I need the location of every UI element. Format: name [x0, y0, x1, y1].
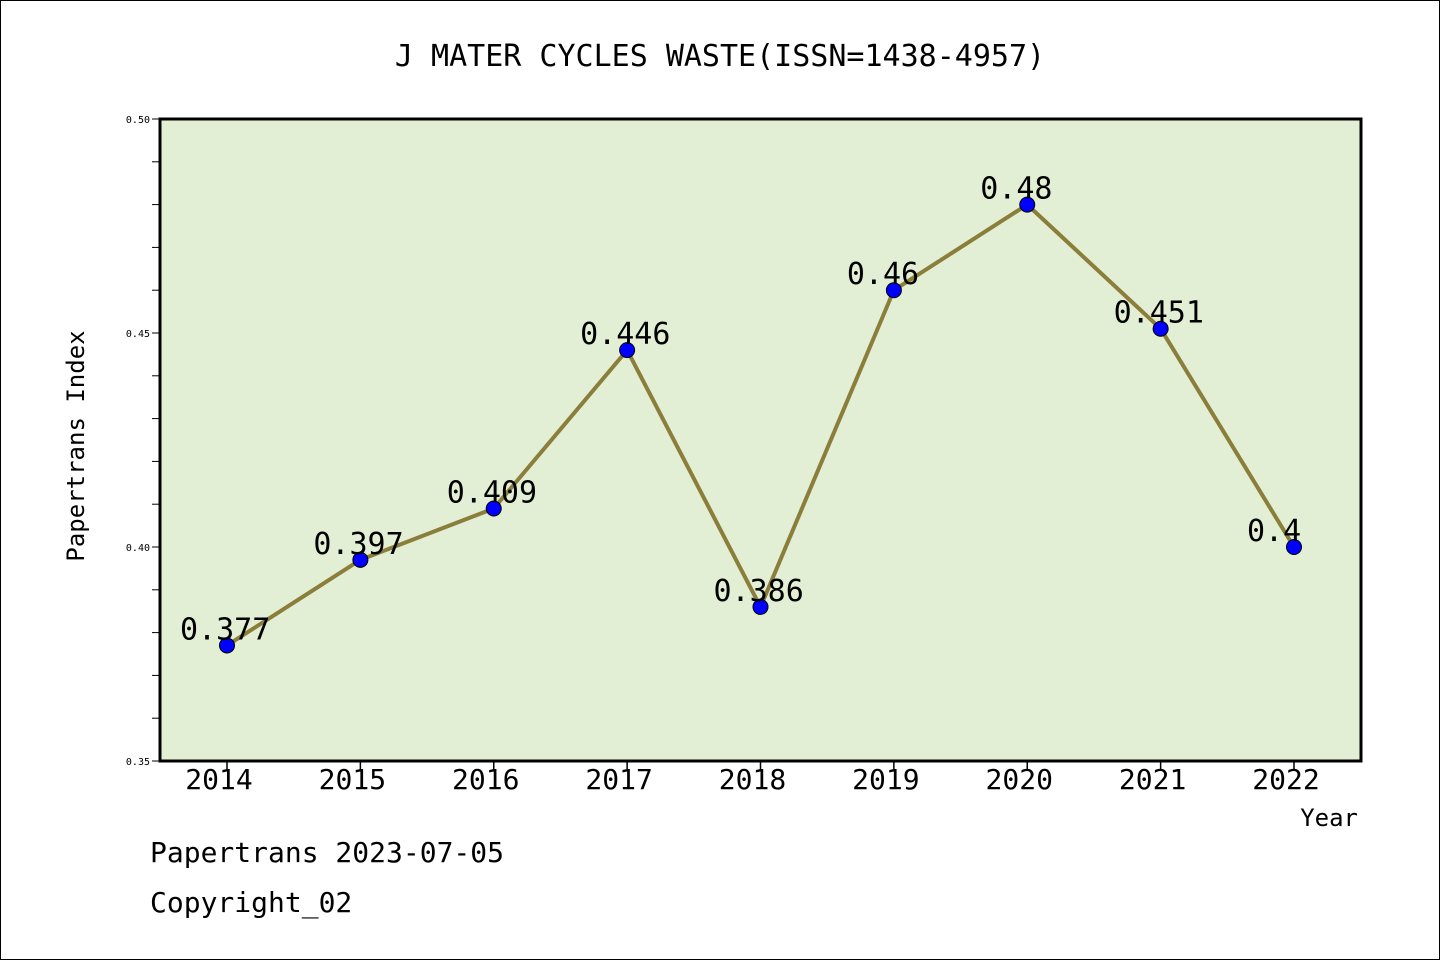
x-tick-label: 2015 [319, 763, 386, 796]
y-axis-label: Papertrans Index [62, 330, 90, 561]
data-label: 0.451 [1114, 296, 1204, 331]
y-tick-label: 0.50 [126, 115, 150, 126]
x-tick-label: 2017 [585, 763, 652, 796]
y-tick-label: 0.35 [126, 757, 150, 768]
data-label: 0.409 [447, 475, 537, 510]
data-point [752, 598, 769, 615]
x-axis: 2014 2015 2016 2017 2018 2019 2020 2021 2022 [185, 761, 1320, 796]
data-labels: 0.377 0.397 0.409 0.446 0.386 0.46 0.48 0.451 0.… [180, 172, 1301, 648]
x-tick-label: 2014 [185, 763, 252, 796]
data-label: 0.4 [1247, 514, 1301, 549]
data-label: 0.386 [714, 574, 804, 609]
data-label: 0.397 [313, 527, 403, 562]
series-markers [219, 196, 1302, 654]
chart-title: J MATER CYCLES WASTE(ISSN=1438-4957) [395, 39, 1045, 74]
data-point [619, 342, 636, 359]
x-tick-label: 2018 [719, 763, 786, 796]
x-tick-label: 2019 [852, 763, 919, 796]
data-point [1019, 196, 1036, 213]
data-point [219, 637, 235, 654]
data-label: 0.46 [847, 257, 919, 292]
data-point [352, 551, 369, 568]
x-tick-label: 2021 [1119, 763, 1186, 796]
x-tick-label: 2022 [1252, 763, 1319, 796]
data-label: 0.48 [980, 172, 1052, 207]
data-point [485, 500, 502, 517]
y-tick-label: 0.40 [126, 543, 150, 554]
data-point [1286, 539, 1302, 555]
plot-area [158, 117, 1363, 763]
y-tick-label: 0.45 [126, 329, 150, 340]
footer-copyright: Copyright_02 [150, 886, 353, 919]
y-axis: 0.35 0.40 0.45 0.50 [126, 115, 160, 768]
data-label: 0.446 [580, 317, 670, 352]
data-point [885, 282, 902, 299]
data-label: 0.377 [180, 612, 270, 647]
footer-date: Papertrans 2023-07-05 [150, 836, 505, 869]
data-point [1152, 320, 1169, 337]
x-tick-label: 2020 [986, 763, 1053, 796]
x-tick-label: 2016 [452, 763, 519, 796]
x-axis-label: Year [1300, 804, 1358, 832]
